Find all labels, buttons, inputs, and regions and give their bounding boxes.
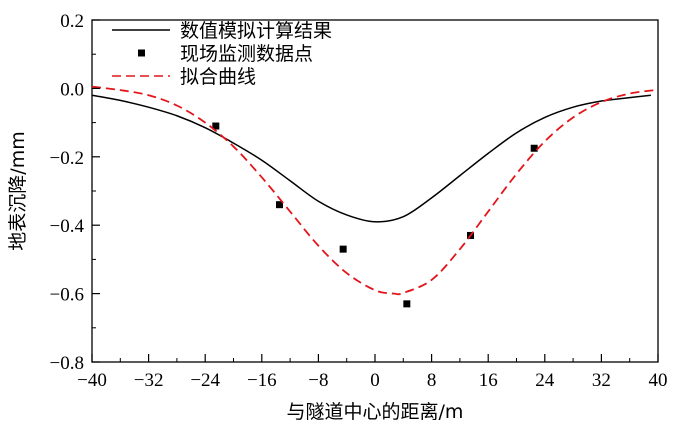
fitted-curve-line bbox=[91, 85, 659, 296]
x-tick-label: 0 bbox=[370, 370, 380, 391]
plot-frame bbox=[91, 19, 659, 363]
x-tick-label: 16 bbox=[479, 370, 498, 391]
x-tick-label: 40 bbox=[649, 370, 668, 391]
measured-point bbox=[403, 300, 411, 308]
measured-point bbox=[530, 144, 538, 152]
x-tick-label: −40 bbox=[77, 370, 107, 391]
x-tick-label: −16 bbox=[247, 370, 277, 391]
y-tick-label: 0.0 bbox=[60, 79, 84, 100]
x-tick-label: −8 bbox=[308, 370, 328, 391]
x-axis-title: 与隧道中心的距离/m bbox=[287, 401, 464, 423]
x-tick-label: 8 bbox=[427, 370, 437, 391]
measured-point bbox=[339, 245, 347, 253]
x-tick-label: −32 bbox=[134, 370, 164, 391]
simulation-line bbox=[91, 94, 652, 223]
measured-point bbox=[275, 201, 283, 209]
y-tick-label: −0.4 bbox=[50, 216, 85, 237]
legend-marker bbox=[138, 49, 145, 57]
legend-label: 拟合曲线 bbox=[180, 66, 256, 88]
x-tick-label: 24 bbox=[535, 370, 555, 391]
axes bbox=[91, 19, 659, 363]
y-tick-label: −0.2 bbox=[50, 148, 84, 169]
measured-point bbox=[212, 122, 220, 130]
legend-label: 现场监测数据点 bbox=[180, 43, 313, 65]
y-tick-label: −0.6 bbox=[50, 285, 84, 306]
legend-label: 数值模拟计算结果 bbox=[180, 20, 332, 42]
y-tick-label: −0.8 bbox=[50, 353, 84, 374]
series-layer bbox=[91, 85, 659, 308]
x-tick-label: 32 bbox=[592, 370, 611, 391]
y-tick-label: 0.2 bbox=[60, 11, 84, 32]
ticks-layer: −40 −32 −24 −16 −8 0 8 16 24 32 40 0.2 0.0 −0.2 −0.4 −0… bbox=[50, 11, 668, 391]
x-tick-label: −24 bbox=[190, 370, 220, 391]
y-axis-title: 地表沉降/mm bbox=[7, 131, 29, 250]
